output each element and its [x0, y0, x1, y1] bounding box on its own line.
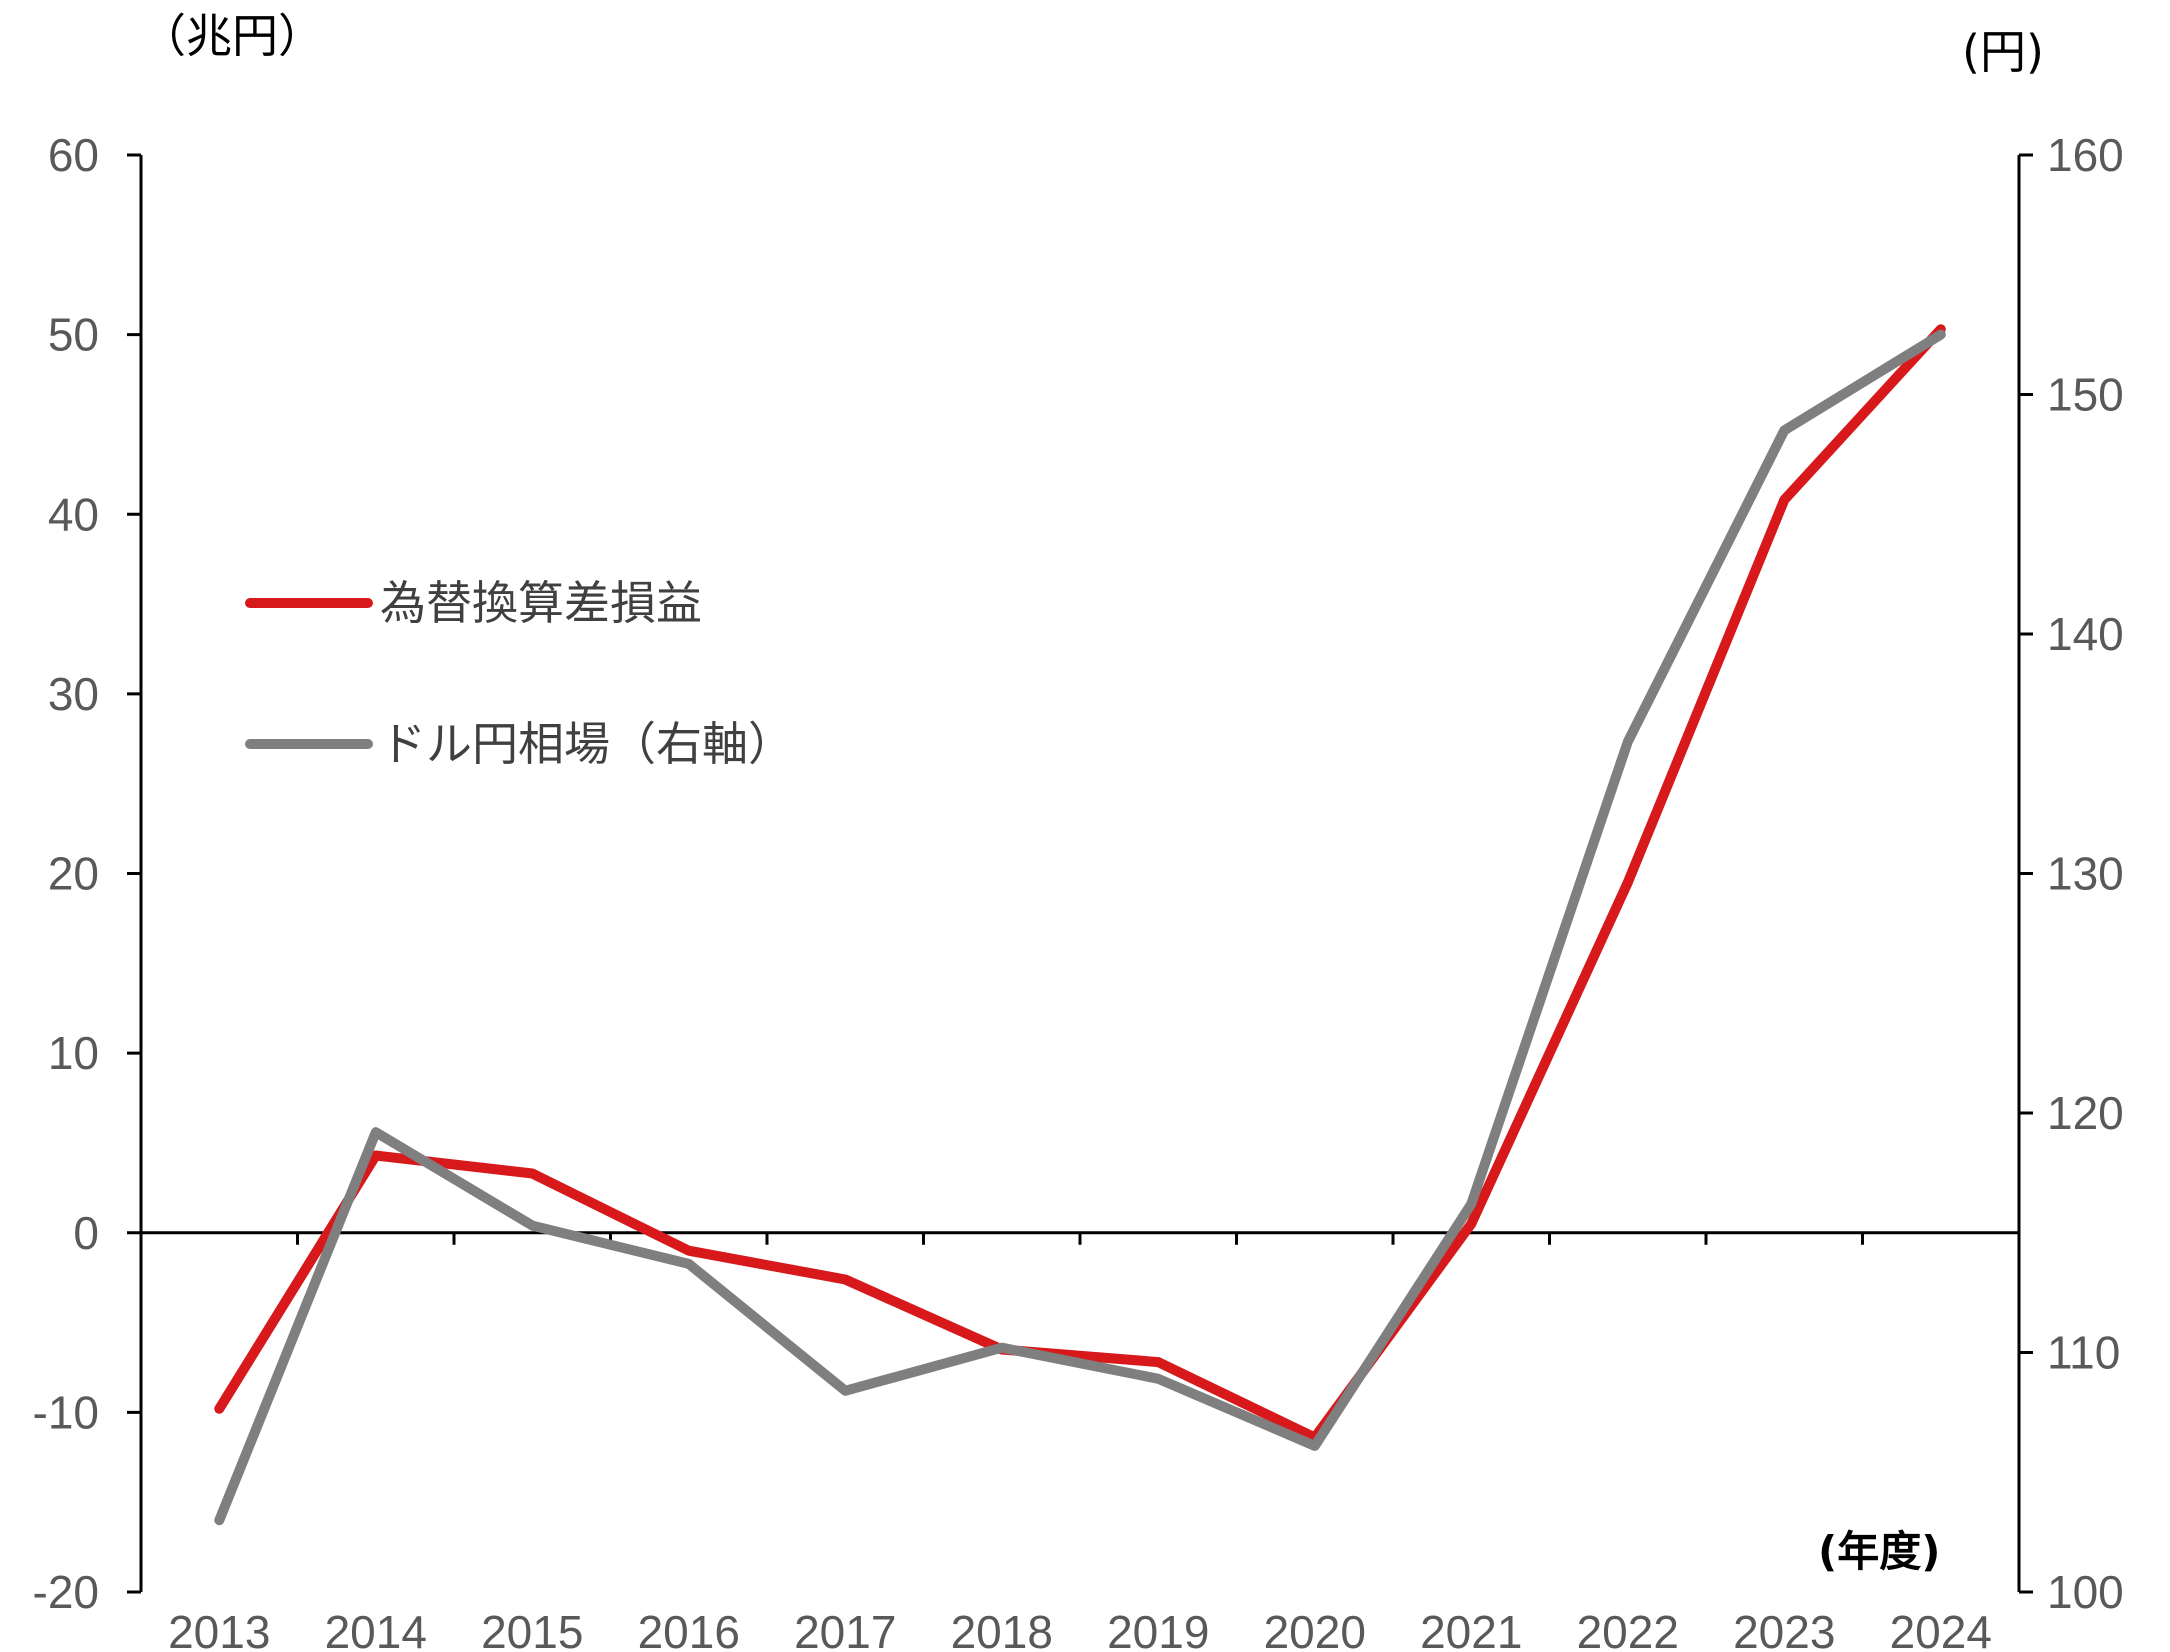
- x-tick-label: 2017: [794, 1606, 896, 1652]
- x-tick-label: 2024: [1890, 1606, 1992, 1652]
- x-tick-label: 2022: [1577, 1606, 1679, 1652]
- series-group: [214, 324, 1946, 1526]
- axes: [139, 155, 2021, 1592]
- x-tick-label: 2016: [638, 1606, 740, 1652]
- legend-label-exchange-gain: 為替換算差損益: [380, 576, 702, 630]
- right-tick-label: 100: [2047, 1566, 2124, 1618]
- left-tick-label: -20: [33, 1566, 99, 1618]
- legend-item-exchange-gain: 為替換算差損益: [245, 576, 702, 630]
- right-tick-label: 120: [2047, 1087, 2124, 1139]
- x-tick-label: 2020: [1264, 1606, 1366, 1652]
- legend: 為替換算差損益 ドル円相場（右軸）: [245, 576, 794, 771]
- left-tick-label: 40: [48, 488, 99, 540]
- right-tick-label: 110: [2047, 1327, 2120, 1379]
- x-axis-note: (年度): [1818, 1527, 1940, 1576]
- right-axis-unit: (円): [1962, 25, 2044, 79]
- series-line-usdjpy: [214, 329, 1946, 1526]
- left-axis-unit: （兆円）: [140, 9, 324, 63]
- left-tick-label: 20: [48, 848, 99, 900]
- series-line-exchange-gain: [214, 324, 1946, 1443]
- left-tick-label: 30: [48, 668, 99, 720]
- right-tick-label: 130: [2047, 848, 2124, 900]
- right-tick-label: 160: [2047, 129, 2124, 181]
- legend-label-usdjpy: ドル円相場（右軸）: [380, 717, 794, 771]
- left-axis-ticks: -20 -10 0 10 20 30 40 50 60: [33, 129, 141, 1618]
- x-tick-label: 2021: [1420, 1606, 1522, 1652]
- right-axis-ticks: 100 110 120 130 140 150 160: [2019, 129, 2124, 1618]
- x-tick-label: 2023: [1733, 1606, 1835, 1652]
- right-tick-label: 150: [2047, 369, 2124, 421]
- x-tick-label: 2015: [481, 1606, 583, 1652]
- left-tick-label: 0: [73, 1207, 99, 1259]
- left-tick-label: 50: [48, 309, 99, 361]
- x-tick-label: 2013: [168, 1606, 270, 1652]
- left-tick-label: 10: [48, 1027, 99, 1079]
- x-axis-ticks: 2013 2014 2015 2016 2017 2018 2019 2020 2021 2022…: [168, 1232, 1992, 1652]
- x-tick-label: 2018: [951, 1606, 1053, 1652]
- x-tick-label: 2019: [1107, 1606, 1209, 1652]
- right-tick-label: 140: [2047, 608, 2124, 660]
- x-tick-label: 2014: [325, 1606, 427, 1652]
- left-tick-label: -10: [33, 1386, 99, 1438]
- legend-item-usdjpy: ドル円相場（右軸）: [245, 717, 794, 771]
- left-tick-label: 60: [48, 129, 99, 181]
